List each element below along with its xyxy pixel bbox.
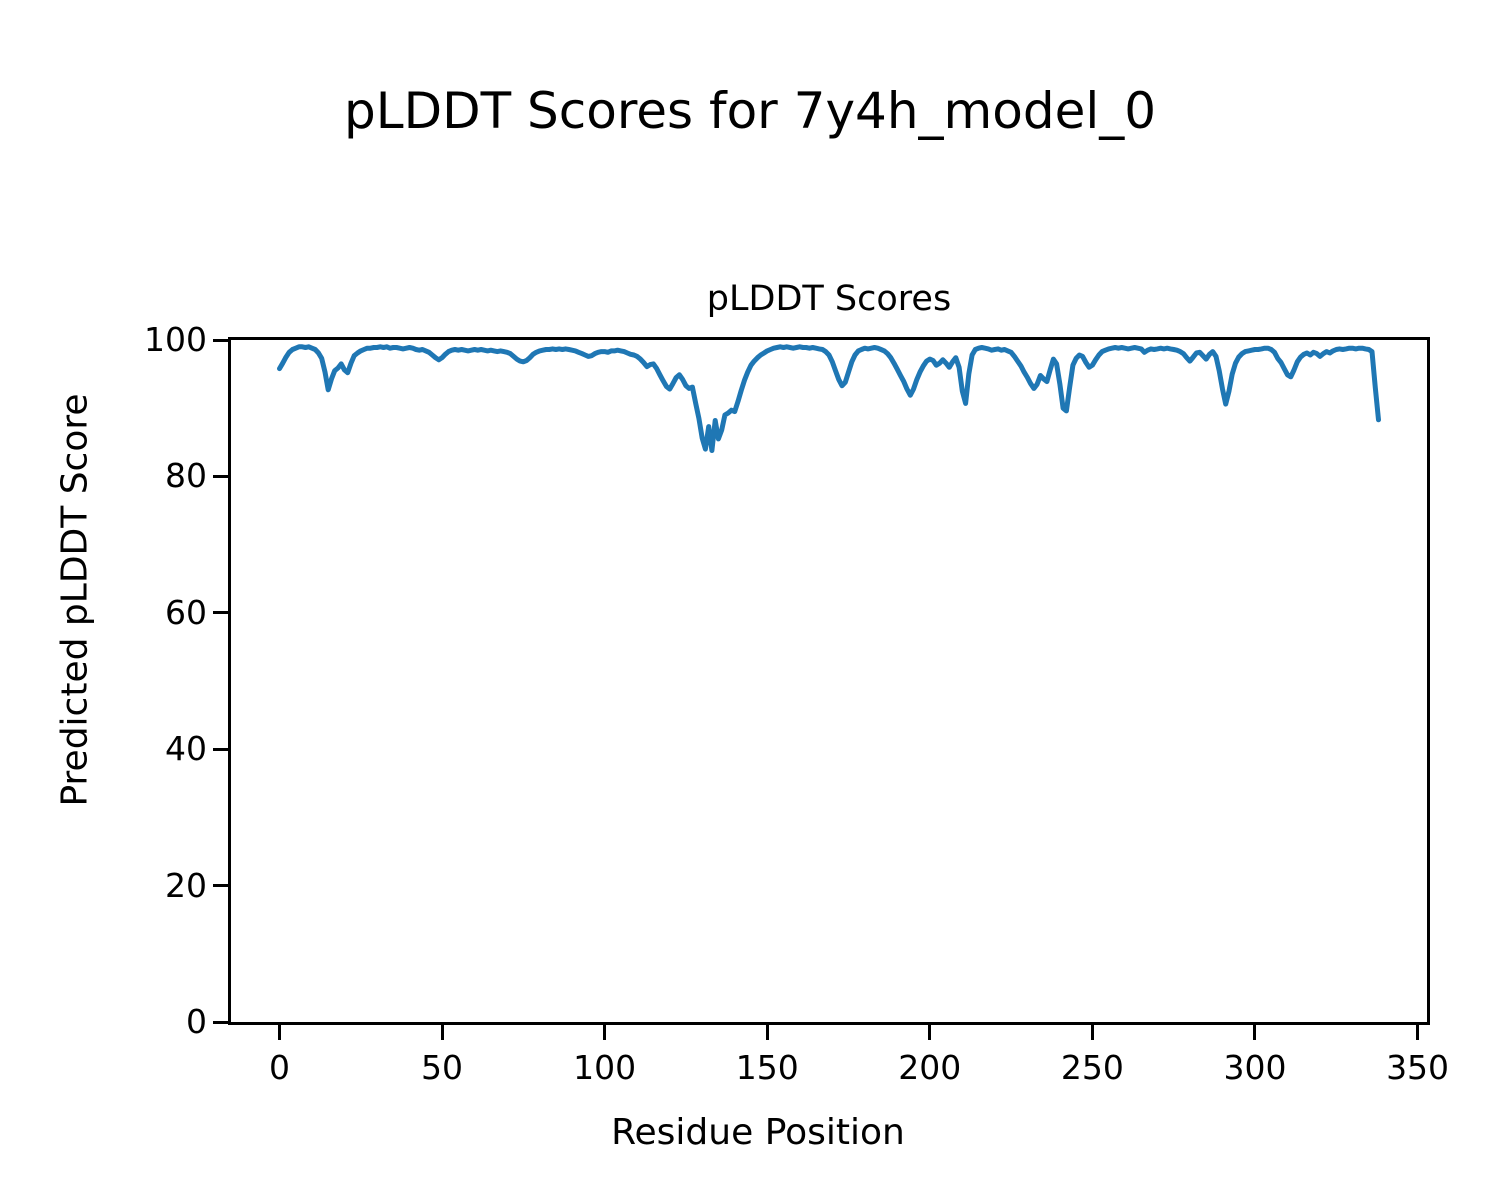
x-tick-mark xyxy=(928,1025,932,1040)
y-tick-mark xyxy=(213,338,228,342)
plot-canvas xyxy=(277,344,1381,453)
x-tick-mark xyxy=(440,1025,444,1040)
figure-title: pLDDT Scores for 7y4h_model_0 xyxy=(343,82,1157,140)
x-tick-mark xyxy=(603,1025,607,1040)
axes-title: pLDDT Scores xyxy=(706,279,952,319)
plddt-line xyxy=(277,344,1381,453)
x-tick-label: 0 xyxy=(268,1048,290,1087)
x-tick-label: 150 xyxy=(735,1048,799,1087)
x-tick-label: 100 xyxy=(573,1048,637,1087)
x-tick-label: 300 xyxy=(1223,1048,1287,1087)
x-tick-mark xyxy=(277,1025,281,1040)
y-tick-label: 80 xyxy=(165,456,207,496)
plot-area xyxy=(228,337,1430,1025)
y-tick-mark xyxy=(213,611,228,615)
y-tick-label: 100 xyxy=(144,320,207,359)
x-tick-label: 200 xyxy=(898,1048,962,1087)
x-tick-label: 50 xyxy=(421,1048,464,1087)
y-tick-mark xyxy=(213,747,228,751)
y-tick-mark xyxy=(213,1020,228,1024)
y-tick-label: 20 xyxy=(165,865,207,905)
x-tick-mark xyxy=(1253,1025,1257,1040)
x-axis-label: Residue Position xyxy=(611,1112,905,1153)
x-tick-mark xyxy=(765,1025,769,1040)
y-axis-label: Predicted pLDDT Score xyxy=(54,393,96,807)
y-tick-label: 40 xyxy=(165,729,207,769)
y-tick-mark xyxy=(213,884,228,888)
y-tick-label: 0 xyxy=(186,1002,207,1041)
x-tick-label: 350 xyxy=(1386,1048,1450,1087)
x-tick-mark xyxy=(1416,1025,1420,1040)
x-tick-label: 250 xyxy=(1060,1048,1124,1087)
y-tick-label: 60 xyxy=(165,592,207,632)
x-tick-mark xyxy=(1090,1025,1094,1040)
y-tick-mark xyxy=(213,474,228,478)
